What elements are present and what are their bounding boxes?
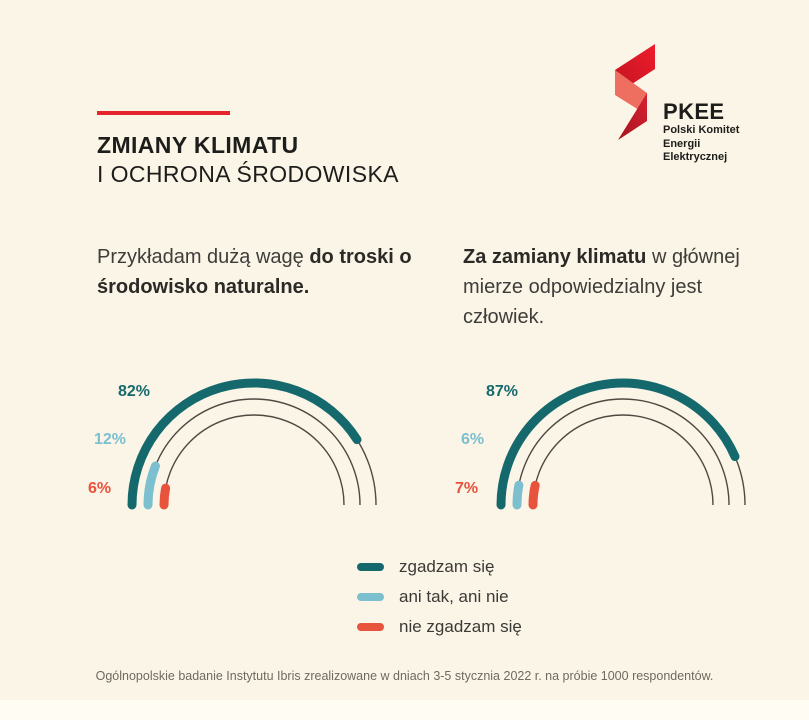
legend-swatch-disagree-icon	[357, 623, 384, 631]
legend-item-disagree: nie zgadzam się	[357, 616, 522, 638]
gauge-arc-agree	[127, 378, 362, 510]
legend-item-neutral: ani tak, ani nie	[357, 586, 522, 608]
value-label-right-neutral: 6%	[461, 431, 485, 448]
legend-label-disagree: nie zgadzam się	[399, 617, 522, 636]
gauge-arc-neutral	[512, 480, 524, 510]
bottom-strip	[0, 700, 809, 720]
legend-label-neutral: ani tak, ani nie	[399, 587, 509, 606]
value-label-left-agree: 82%	[118, 383, 151, 400]
gauge-arc-agree	[496, 378, 740, 510]
value-label-left-disagree: 6%	[88, 480, 112, 497]
question-right: Za zamiany klimatu w głównej mierze odpo…	[463, 246, 740, 328]
gauge-track-disagree	[163, 414, 345, 506]
gauge-chart-right	[496, 378, 746, 510]
value-label-right-disagree: 7%	[455, 480, 479, 497]
legend: zgadzam się ani tak, ani nie nie zgadzam…	[357, 556, 522, 646]
logo-subtitle-line1: Polski Komitet	[663, 124, 740, 136]
logo-ribbon-middle	[615, 70, 647, 115]
logo-text: PKEE Polski Komitet Energii Elektrycznej	[663, 100, 765, 165]
question-left: Przykładam dużą wagę do troski o środowi…	[97, 246, 412, 298]
pkee-logo-icon	[615, 44, 655, 140]
value-label-right-agree: 87%	[486, 383, 519, 400]
value-label-left-neutral: 12%	[94, 431, 127, 448]
gauge-track-disagree	[532, 414, 714, 506]
footnote: Ogólnopolskie badanie Instytutu Ibris zr…	[95, 669, 714, 683]
title-accent-line	[97, 111, 230, 115]
legend-item-agree: zgadzam się	[357, 556, 522, 578]
gauge-arc-disagree	[159, 483, 171, 510]
page-title-line2: I OCHRONA ŚRODOWISKA	[97, 161, 399, 187]
gauge-track-neutral	[147, 398, 361, 506]
gauge-arc-disagree	[528, 480, 540, 510]
page-title-line1: ZMIANY KLIMATU	[97, 132, 299, 158]
pkee-logo: PKEE Polski Komitet Energii Elektrycznej	[615, 43, 765, 163]
gauge-track-neutral	[516, 398, 730, 506]
legend-label-agree: zgadzam się	[399, 557, 495, 576]
gauge-chart-left	[127, 378, 377, 510]
logo-name: PKEE	[663, 99, 725, 124]
logo-subtitle-line2: Energii Elektrycznej	[663, 137, 728, 164]
legend-swatch-neutral-icon	[357, 593, 384, 601]
logo-ribbon-bottom	[618, 93, 647, 140]
legend-swatch-agree-icon	[357, 563, 384, 571]
gauge-arc-neutral	[143, 461, 160, 510]
